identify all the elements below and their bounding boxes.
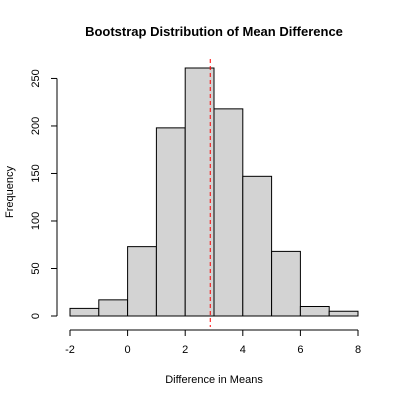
x-tick-label: -2 — [65, 344, 75, 356]
histogram-bar-9 — [328, 310, 359, 317]
x-axis-label: Difference in Means — [165, 374, 263, 386]
x-tick-label: 6 — [297, 344, 303, 356]
histogram-bar-2 — [127, 246, 157, 317]
histogram-bar-0 — [69, 307, 100, 317]
y-axis-label: Frequency — [4, 166, 16, 218]
y-tick-label: 250 — [30, 69, 42, 87]
x-tick-label: 0 — [125, 344, 131, 356]
x-tick-label: 8 — [355, 344, 361, 356]
y-tick-label: 50 — [30, 262, 42, 274]
histogram-bar-8 — [299, 305, 330, 317]
y-tick-label: 150 — [30, 164, 42, 182]
histogram-bar-4 — [184, 67, 215, 317]
bars-group — [69, 67, 359, 317]
x-tick-label: 2 — [182, 344, 188, 356]
x-axis: -2 0 2 4 6 8 — [65, 329, 361, 356]
y-tick-label: 100 — [30, 212, 42, 230]
chart-title: Bootstrap Distribution of Mean Differenc… — [85, 24, 343, 39]
x-tick-label: 4 — [240, 344, 246, 356]
histogram-bar-7 — [271, 250, 301, 317]
histogram-bar-3 — [155, 127, 186, 317]
y-tick-label: 0 — [30, 313, 42, 319]
y-tick-label: 200 — [30, 117, 42, 135]
histogram-bar-1 — [98, 299, 129, 317]
histogram-bar-5 — [213, 108, 244, 317]
y-axis: 0 50 100 150 200 250 — [30, 69, 58, 319]
histogram-bar-6 — [242, 175, 273, 317]
